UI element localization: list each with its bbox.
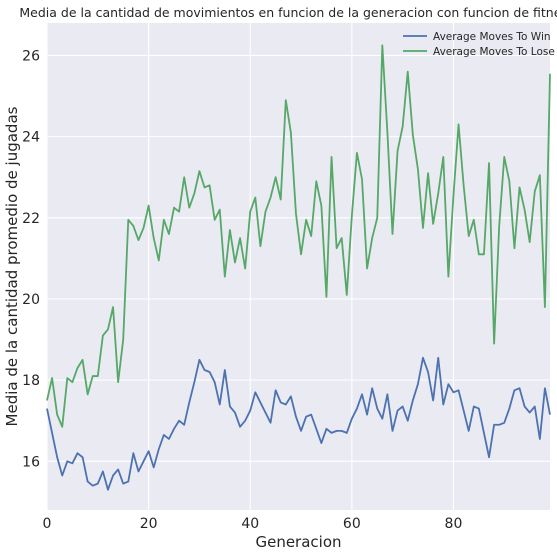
series-line-2 [46,44,551,428]
chart-title: Media de la cantidad de movimientos en f… [19,5,557,20]
x-tick-label: 80 [445,516,463,532]
legend-label-2: Average Moves To Lose [433,46,555,58]
series-lines [46,44,551,491]
y-tick-label: 16 [22,454,40,470]
x-axis-label: Generacion [255,533,341,551]
y-tick-label: 18 [22,373,40,389]
series-line-1 [46,356,551,491]
tick-labels: 0 20 40 60 80 16 18 20 22 24 26 [22,48,462,532]
y-tick-label: 22 [22,211,40,227]
grid-lines [46,23,550,510]
y-axis-label: Media de la cantidad promedio de jugadas [3,106,21,426]
x-tick-label: 20 [140,516,158,532]
legend-label-1: Average Moves To Win [433,31,551,43]
x-tick-label: 0 [43,516,52,532]
y-tick-label: 20 [22,292,40,308]
y-tick-label: 24 [22,130,40,146]
y-tick-label: 26 [22,48,40,64]
legend: Average Moves To Win Average Moves To Los… [403,31,555,58]
x-tick-label: 40 [241,516,259,532]
x-tick-label: 60 [343,516,361,532]
plot-area [47,23,550,510]
